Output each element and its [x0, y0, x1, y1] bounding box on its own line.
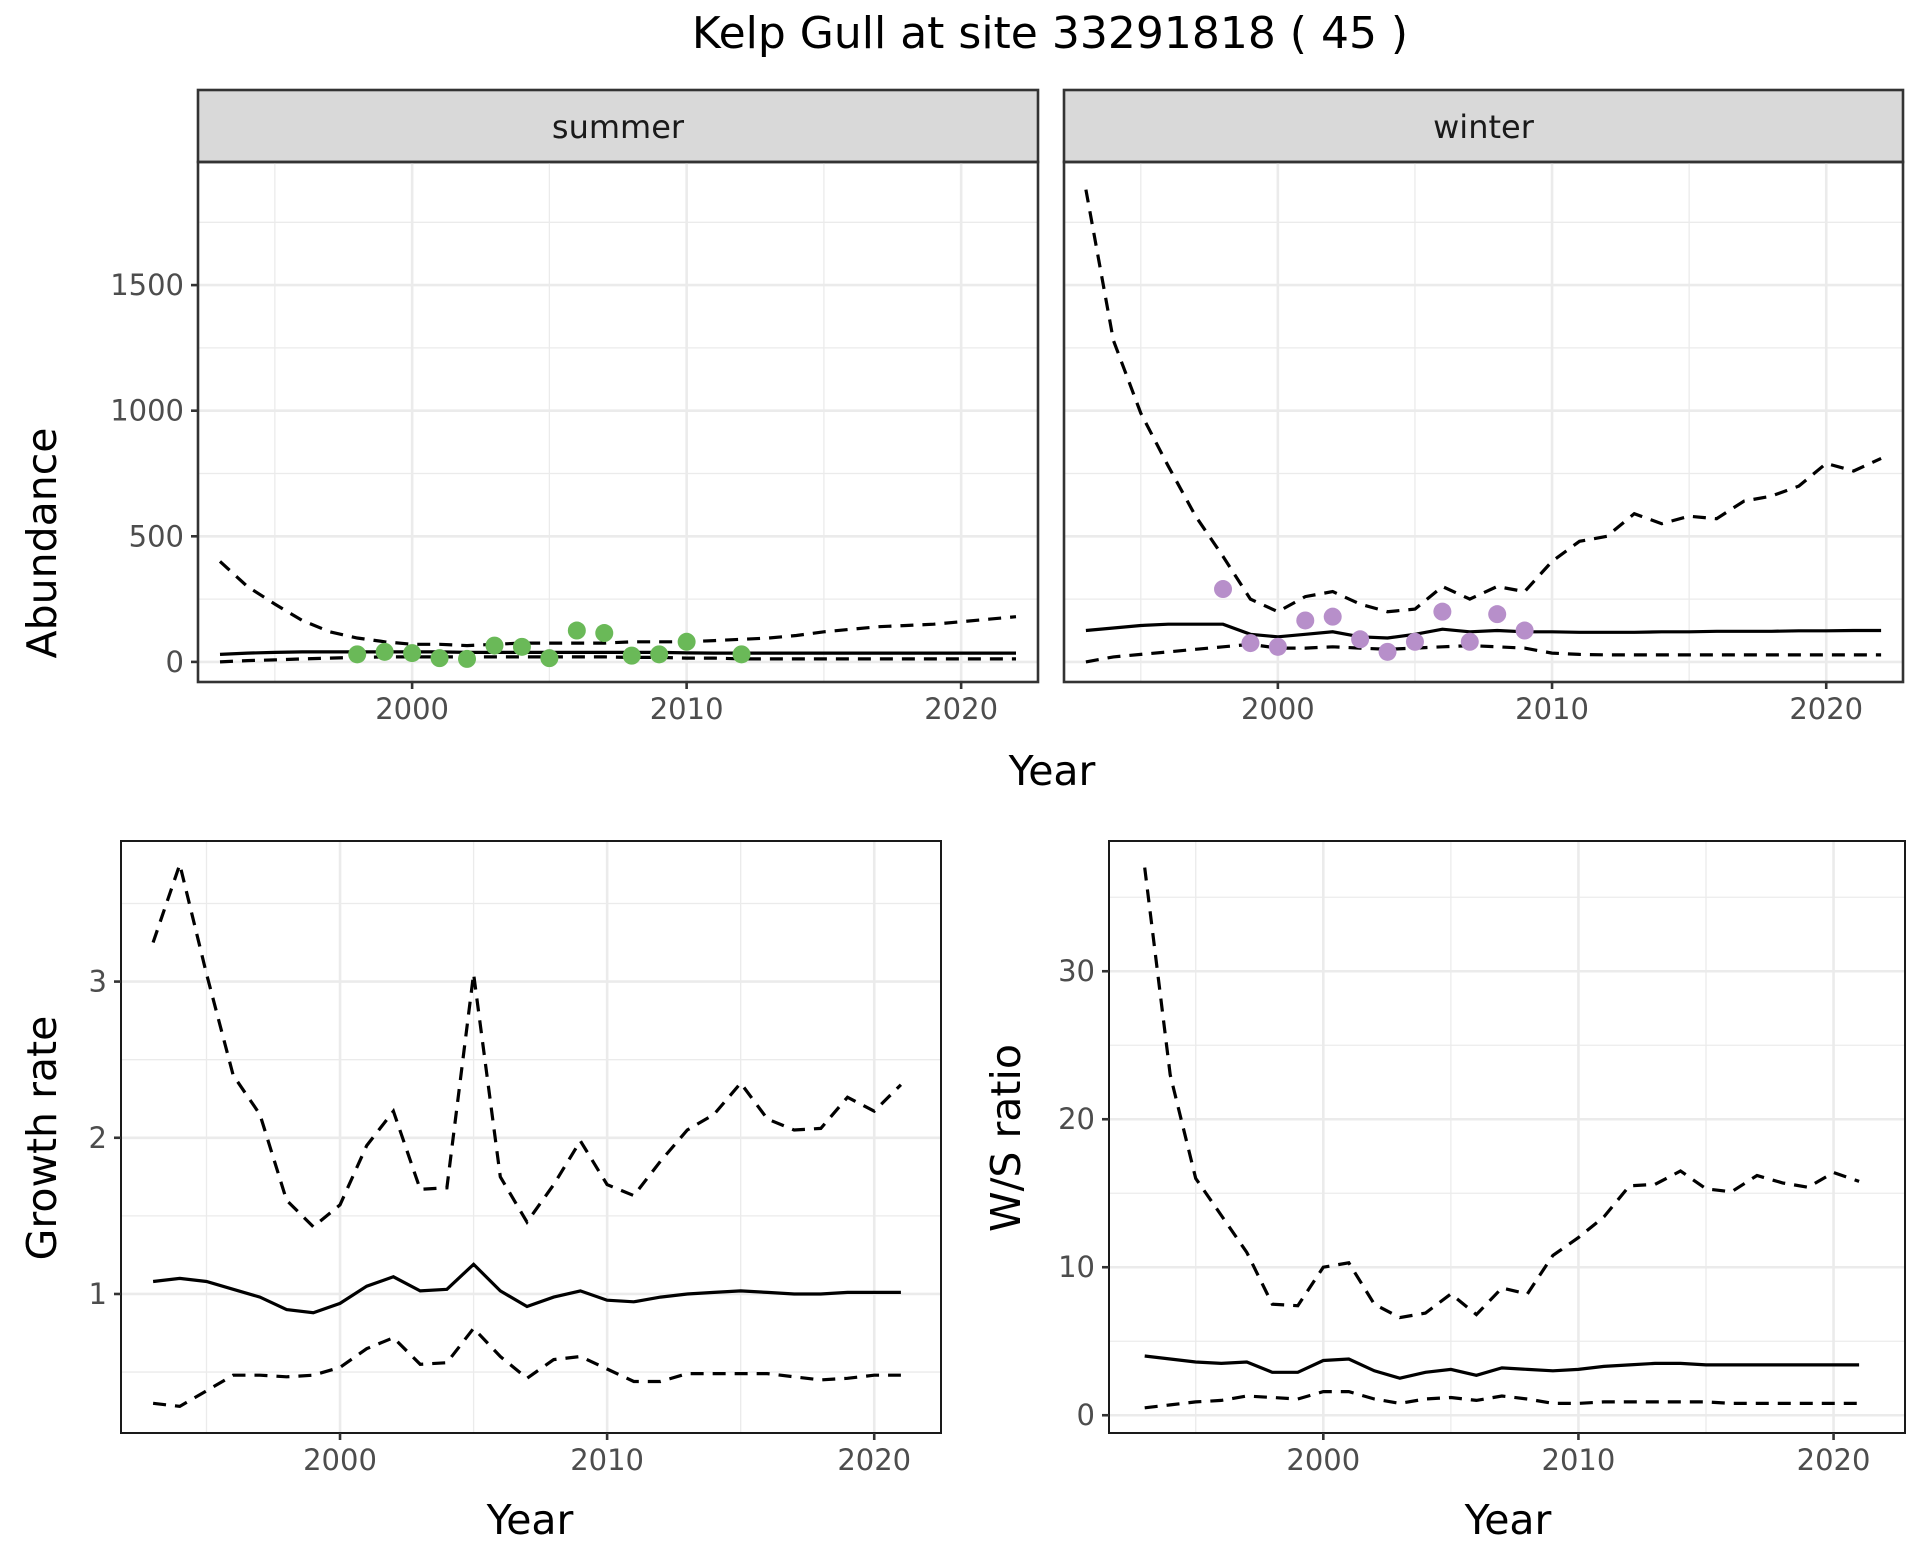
- observed-count-point: [650, 645, 669, 664]
- upper-ci-line: [151, 858, 903, 1229]
- observed-count-point: [677, 632, 696, 651]
- x-tick-label: 2000: [1286, 1443, 1360, 1477]
- growth-rate-panel: 2000 2010 2020 1 2 3: [89, 840, 942, 1477]
- ws-ratio-panel: 2000 2010 2020 0 10 20 30: [1058, 840, 1906, 1477]
- y-tick-label: 1500: [110, 268, 184, 302]
- observed-count-point: [567, 621, 586, 640]
- growth-x-axis-title: Year: [486, 1496, 574, 1544]
- y-tick-label: 1: [89, 1277, 107, 1311]
- x-tick-label: 2010: [1542, 1443, 1616, 1477]
- panel-border: [1108, 840, 1906, 1434]
- y-tick-label: 1000: [110, 394, 184, 428]
- chart-title: Kelp Gull at site 33291818 ( 45 ): [692, 8, 1408, 59]
- upper-ci-line: [1143, 867, 1860, 1320]
- observed-count-point: [1405, 632, 1424, 651]
- lower-ci-line: [1085, 642, 1882, 664]
- x-tick-label: 2000: [303, 1443, 377, 1477]
- abundance-chart: summer 2000 2010 2020 winter 2000 2010 2020 0 5…: [18, 88, 1905, 795]
- abundance-x-axis-title: Year: [1008, 747, 1096, 795]
- observed-count-point: [375, 642, 394, 661]
- winter-panel: winter 2000 2010 2020: [1062, 88, 1905, 726]
- x-tick-label: 2020: [837, 1443, 911, 1477]
- observed-count-point: [622, 646, 641, 665]
- growth-y-axis-title: Growth rate: [18, 1016, 66, 1261]
- upper-ci-line: [1084, 189, 1882, 614]
- growth-rate-chart: 2000 2010 2020 1 2 3 Growth rate Year: [18, 840, 942, 1544]
- estimate-line: [1085, 622, 1882, 640]
- x-tick-label: 2000: [1241, 692, 1315, 726]
- observed-count-point: [458, 649, 477, 668]
- y-tick-label: 500: [129, 519, 184, 553]
- ws-x-axis-title: Year: [1464, 1496, 1552, 1544]
- observed-count-point: [1488, 605, 1507, 624]
- observed-count-point: [1351, 630, 1370, 649]
- facet-strip-label: summer: [552, 108, 685, 146]
- observed-count-point: [595, 624, 614, 643]
- observed-count-point: [430, 649, 449, 668]
- facet-strip: [196, 88, 1040, 164]
- y-tick-label: 2: [89, 1121, 107, 1155]
- y-tick-label: 0: [1077, 1398, 1095, 1432]
- abundance-y-axis-title: Abundance: [18, 428, 66, 659]
- summer-panel: summer 2000 2010 2020: [196, 88, 1040, 726]
- observed-count-point: [1433, 602, 1452, 621]
- y-tick-label: 10: [1058, 1250, 1095, 1284]
- x-tick-label: 2020: [1797, 1443, 1871, 1477]
- observed-count-point: [1323, 607, 1342, 626]
- facet-strip-label: winter: [1433, 108, 1535, 146]
- x-tick-label: 2020: [924, 692, 998, 726]
- lower-ci-line: [1144, 1390, 1860, 1410]
- observed-count-point: [1296, 611, 1315, 630]
- facet-strip: [1062, 88, 1905, 164]
- observed-count-point: [1515, 621, 1534, 640]
- observed-count-point: [403, 644, 422, 663]
- abundance-y-axis: 0 500 1000 1500: [110, 268, 198, 679]
- estimate-line: [1144, 1354, 1860, 1380]
- x-tick-label: 2000: [375, 692, 449, 726]
- upper-ci-line: [218, 560, 1017, 648]
- observed-count-point: [348, 645, 367, 664]
- estimate-line: [152, 1262, 901, 1315]
- panel-border: [1062, 160, 1905, 684]
- observed-count-point: [1268, 637, 1287, 656]
- estimate-line: [219, 650, 1016, 656]
- observed-count-point: [1378, 642, 1397, 661]
- observed-count-point: [1460, 632, 1479, 651]
- x-tick-label: 2010: [1515, 692, 1589, 726]
- y-tick-label: 30: [1058, 954, 1095, 988]
- lower-ci-line: [152, 1325, 901, 1409]
- y-tick-label: 3: [89, 965, 107, 999]
- x-tick-label: 2010: [570, 1443, 644, 1477]
- x-tick-label: 2010: [650, 692, 724, 726]
- observed-count-point: [1241, 634, 1260, 653]
- panel-border: [196, 160, 1040, 684]
- observed-count-point: [732, 645, 751, 664]
- observed-count-point: [1214, 580, 1233, 599]
- ws-y-axis-title: W/S ratio: [982, 1044, 1030, 1232]
- observed-count-point: [512, 637, 531, 656]
- y-tick-label: 20: [1058, 1102, 1095, 1136]
- observed-count-point: [540, 649, 559, 668]
- x-tick-label: 2020: [1789, 692, 1863, 726]
- y-tick-label: 0: [166, 645, 184, 679]
- observed-count-point: [485, 636, 504, 655]
- ws-ratio-chart: 2000 2010 2020 0 10 20 30 W/S ratio Year: [982, 840, 1906, 1544]
